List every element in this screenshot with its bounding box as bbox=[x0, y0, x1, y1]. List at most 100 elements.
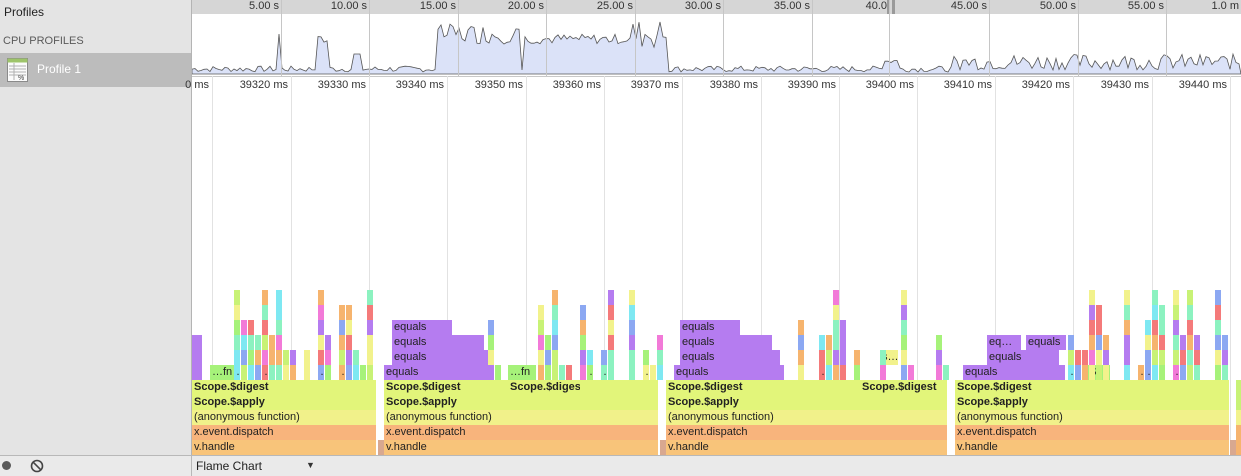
flame-frame[interactable] bbox=[650, 365, 656, 380]
flame-frame[interactable] bbox=[1187, 350, 1193, 365]
flame-frame[interactable]: … bbox=[234, 365, 240, 380]
flame-frame[interactable] bbox=[566, 365, 572, 380]
flame-frame[interactable] bbox=[1124, 335, 1130, 350]
flame-frame-equals[interactable]: equals bbox=[963, 365, 1065, 380]
flame-frame[interactable] bbox=[1194, 365, 1200, 380]
flame-frame[interactable] bbox=[346, 335, 352, 350]
flame-frame[interactable] bbox=[657, 350, 663, 365]
flame-frame-equals[interactable]: equals bbox=[384, 365, 494, 380]
flame-frame[interactable] bbox=[1124, 350, 1130, 365]
flame-frame[interactable] bbox=[1222, 350, 1228, 365]
flame-frame[interactable] bbox=[1215, 320, 1221, 335]
flame-frame[interactable] bbox=[1096, 320, 1102, 335]
flame-frame[interactable] bbox=[826, 365, 832, 380]
flame-frame-anonymousfunction[interactable]: (anonymous function) bbox=[666, 410, 947, 425]
flame-frame[interactable] bbox=[495, 365, 501, 380]
flame-frame[interactable] bbox=[580, 320, 586, 335]
flame-frame[interactable] bbox=[657, 335, 663, 350]
flame-frame[interactable] bbox=[833, 290, 839, 305]
flame-frame[interactable] bbox=[192, 350, 202, 365]
flame-frame[interactable] bbox=[1236, 425, 1241, 440]
flame-frame[interactable] bbox=[1194, 350, 1200, 365]
flame-frame[interactable] bbox=[1159, 320, 1165, 335]
flame-frame[interactable] bbox=[353, 365, 359, 380]
flame-frame-xeventdispatch[interactable]: x.event.dispatch bbox=[384, 425, 658, 440]
flame-frame[interactable]: … bbox=[318, 365, 324, 380]
flame-frame[interactable] bbox=[1173, 320, 1179, 335]
flame-frame[interactable] bbox=[901, 365, 907, 380]
flame-frame-equals[interactable]: equals bbox=[680, 350, 780, 365]
flame-frame[interactable] bbox=[262, 320, 268, 335]
flame-frame[interactable] bbox=[346, 350, 352, 365]
flame-frame[interactable] bbox=[552, 335, 558, 350]
flame-frame[interactable] bbox=[1173, 350, 1179, 365]
flame-frame[interactable] bbox=[601, 350, 607, 365]
flame-frame[interactable] bbox=[1075, 350, 1081, 365]
flame-frame[interactable] bbox=[901, 350, 907, 365]
flame-frame[interactable] bbox=[608, 335, 614, 350]
flame-frame[interactable] bbox=[1089, 350, 1095, 365]
flame-frame-anonymousfunction[interactable]: (anonymous function) bbox=[955, 410, 1229, 425]
flame-frame[interactable] bbox=[1096, 305, 1102, 320]
flame-frame[interactable] bbox=[367, 365, 373, 380]
flame-frame[interactable] bbox=[276, 305, 282, 320]
flame-frame[interactable] bbox=[276, 365, 282, 380]
flame-frame[interactable] bbox=[833, 365, 839, 380]
flame-chart[interactable]: v.handle x.event.dispatch (anonymous funct… bbox=[192, 0, 1241, 455]
flame-frame-fn[interactable]: …fn bbox=[508, 365, 536, 380]
flame-frame[interactable] bbox=[1145, 320, 1151, 335]
flame-frame[interactable] bbox=[1173, 305, 1179, 320]
flame-frame[interactable] bbox=[854, 350, 860, 365]
flame-frame[interactable] bbox=[826, 350, 832, 365]
flame-frame[interactable] bbox=[234, 350, 240, 365]
flame-frame[interactable] bbox=[1089, 335, 1095, 350]
flame-frame[interactable] bbox=[353, 350, 359, 365]
flame-frame-xeventdispatch[interactable]: x.event.dispatch bbox=[666, 425, 947, 440]
flame-frame[interactable] bbox=[629, 335, 635, 350]
flame-frame[interactable] bbox=[840, 335, 846, 350]
flame-frame[interactable] bbox=[538, 320, 544, 335]
flame-frame[interactable] bbox=[1124, 320, 1130, 335]
flame-frame-equals[interactable]: equals bbox=[680, 335, 772, 350]
flame-frame[interactable] bbox=[1096, 335, 1102, 350]
flame-frame[interactable] bbox=[629, 305, 635, 320]
flame-frame[interactable] bbox=[276, 350, 282, 365]
view-selector-arrow-icon[interactable]: ▼ bbox=[306, 460, 315, 470]
flame-frame[interactable] bbox=[339, 335, 345, 350]
flame-frame[interactable]: … bbox=[819, 365, 825, 380]
flame-frame[interactable] bbox=[1173, 290, 1179, 305]
flame-frame-xeventdispatch[interactable]: x.event.dispatch bbox=[192, 425, 376, 440]
flame-frame[interactable]: … bbox=[601, 365, 607, 380]
flame-frame[interactable] bbox=[255, 365, 261, 380]
flame-frame[interactable] bbox=[1187, 335, 1193, 350]
flame-frame-equals[interactable]: equals bbox=[680, 320, 740, 335]
flame-frame-vhandle[interactable]: v.handle bbox=[955, 440, 1229, 455]
flame-frame[interactable] bbox=[325, 365, 331, 380]
flame-frame[interactable] bbox=[255, 335, 261, 350]
flame-frame-scopeapply[interactable]: Scope.$apply bbox=[666, 395, 947, 410]
flame-frame[interactable] bbox=[1068, 335, 1074, 350]
flame-frame[interactable] bbox=[262, 290, 268, 305]
flame-frame[interactable] bbox=[1152, 335, 1158, 350]
flame-frame-equals[interactable]: equals bbox=[392, 320, 452, 335]
flame-frame[interactable] bbox=[304, 365, 310, 380]
flame-frame[interactable]: … bbox=[1068, 365, 1074, 380]
flame-frame[interactable] bbox=[936, 365, 942, 380]
flame-frame[interactable] bbox=[1180, 365, 1186, 380]
flame-frame[interactable] bbox=[1145, 335, 1151, 350]
flame-frame[interactable] bbox=[290, 350, 296, 365]
flame-frame[interactable] bbox=[1236, 380, 1241, 395]
flame-frame[interactable] bbox=[552, 290, 558, 305]
flame-frame[interactable] bbox=[1236, 440, 1241, 455]
flame-frame-scopeapply[interactable]: Scope.$apply bbox=[384, 395, 658, 410]
flame-frame[interactable] bbox=[545, 335, 551, 350]
flame-frame[interactable] bbox=[248, 335, 254, 350]
flame-frame[interactable] bbox=[1089, 365, 1095, 380]
flame-frame[interactable] bbox=[833, 320, 839, 335]
flame-frame[interactable] bbox=[819, 350, 825, 365]
flame-frame[interactable] bbox=[580, 365, 586, 380]
flame-frame[interactable]: … bbox=[1173, 365, 1179, 380]
flame-frame[interactable] bbox=[629, 365, 635, 380]
flame-frame[interactable] bbox=[880, 365, 886, 380]
flame-frame[interactable] bbox=[318, 305, 324, 320]
